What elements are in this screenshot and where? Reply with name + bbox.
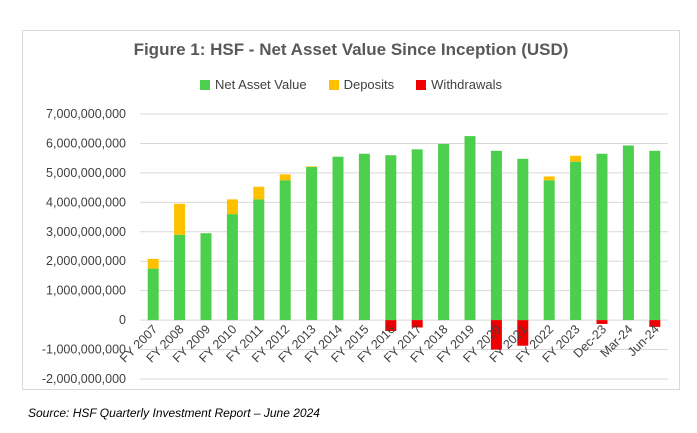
y-tick-label: 2,000,000,000 [46, 254, 126, 268]
chart-title: Figure 1: HSF - Net Asset Value Since In… [133, 40, 569, 59]
bar-net-asset-value [490, 150, 502, 321]
bar-net-asset-value [438, 144, 450, 321]
bar-net-asset-value [517, 158, 529, 321]
bar-deposits [306, 166, 318, 167]
bar-net-asset-value [385, 155, 397, 321]
bar-net-asset-value [622, 145, 634, 321]
legend-item-net-asset-value: Net Asset Value [200, 77, 307, 92]
y-tick-label: 4,000,000,000 [46, 195, 126, 209]
y-tick-label: 5,000,000,000 [46, 166, 126, 180]
bar-net-asset-value [649, 150, 661, 321]
bar-net-asset-value [332, 156, 344, 321]
bar-withdrawals [649, 320, 661, 327]
bar-net-asset-value [358, 153, 370, 321]
y-tick-label: 1,000,000,000 [46, 284, 126, 298]
y-tick-label: 6,000,000,000 [46, 136, 126, 150]
legend-label-deposits: Deposits [343, 77, 395, 92]
bar-net-asset-value [570, 161, 582, 321]
legend-item-deposits: Deposits [328, 77, 395, 92]
y-tick-label: -2,000,000,000 [42, 372, 126, 386]
bar-net-asset-value [543, 180, 555, 321]
y-tick-label: -1,000,000,000 [42, 343, 126, 357]
chart-legend: Net Asset Value Deposits Withdrawals [22, 77, 680, 92]
chart-plot: -2,000,000,000 -1,000,000,000 0 1,000,000,0… [42, 107, 668, 386]
legend-swatch-net-asset-value [200, 79, 211, 90]
bar-withdrawals [596, 320, 608, 324]
bar-deposits [279, 174, 291, 181]
bar-net-asset-value [411, 149, 423, 321]
bar-deposits [226, 199, 238, 215]
legend-swatch-deposits [328, 79, 339, 90]
bar-net-asset-value [464, 136, 476, 321]
bar-net-asset-value [279, 180, 291, 321]
y-tick-label: 7,000,000,000 [46, 107, 126, 121]
bar-withdrawals [385, 320, 397, 332]
bar-deposits [174, 203, 186, 235]
chart-frame [22, 30, 680, 390]
y-tick-label: 0 [119, 313, 126, 327]
bar-deposits [147, 258, 159, 269]
bar-net-asset-value [306, 167, 318, 321]
bar-withdrawals [411, 320, 423, 328]
bar-deposits [253, 186, 265, 200]
bar-net-asset-value [226, 214, 238, 321]
bar-net-asset-value [174, 234, 186, 321]
legend-label-net-asset-value: Net Asset Value [215, 77, 307, 92]
bar-withdrawals [517, 320, 529, 346]
y-tick-label: 3,000,000,000 [46, 225, 126, 239]
bar-net-asset-value [200, 233, 212, 321]
bar-net-asset-value [253, 199, 265, 321]
legend-item-withdrawals: Withdrawals [416, 77, 502, 92]
bar-deposits [543, 176, 555, 181]
bar-net-asset-value [596, 153, 608, 321]
source-note: Source: HSF Quarterly Investment Report … [28, 406, 320, 420]
legend-label-withdrawals: Withdrawals [431, 77, 502, 92]
bar-net-asset-value [147, 268, 159, 321]
legend-swatch-withdrawals [416, 79, 427, 90]
bar-withdrawals [490, 320, 502, 350]
bar-deposits [570, 155, 582, 162]
